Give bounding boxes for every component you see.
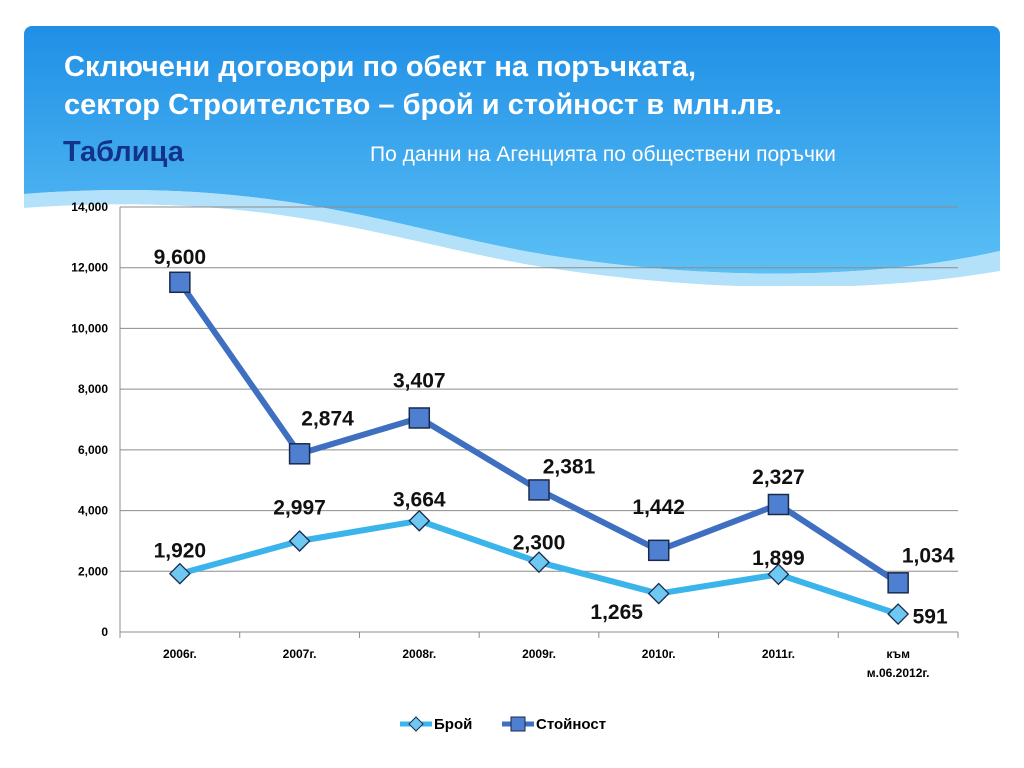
- legend: Брой Стойност: [400, 716, 606, 733]
- data-label: 1,034: [902, 544, 955, 567]
- data-point-square: [408, 407, 431, 429]
- data-label: 1,899: [752, 547, 805, 570]
- x-tick-label: 2006г.: [163, 647, 197, 661]
- data-point-diamond: [408, 509, 431, 532]
- data-point-diamond: [288, 530, 311, 552]
- y-axis: 0 2,000 4,000 6,000 8,000 10,000 12,000 14,000: [71, 200, 121, 639]
- y-tick-label: 6,000: [78, 443, 108, 457]
- y-tick-label: 12,000: [71, 261, 108, 275]
- data-point-square: [288, 443, 311, 465]
- x-tick-label: 2011г.: [762, 647, 795, 661]
- data-label: 3,664: [393, 488, 446, 511]
- data-label: 1,920: [154, 539, 207, 562]
- subtitle: Таблица: [63, 136, 184, 168]
- data-label: 1,265: [590, 601, 643, 624]
- x-tick-label: 2007г.: [283, 647, 317, 661]
- y-tick-label: 14,000: [71, 200, 108, 214]
- x-tick-label: 2008г.: [402, 647, 436, 661]
- legend-marker-square: [510, 716, 526, 732]
- header-banner: Сключени договори по обект на поръчката,…: [24, 26, 1000, 286]
- legend-label: Брой: [434, 716, 472, 733]
- title-line-1: Сключени договори по обект на поръчката,: [64, 51, 697, 83]
- header-background: [24, 26, 1000, 286]
- x-tick-label: към: [886, 647, 910, 661]
- data-point-square: [767, 493, 790, 516]
- data-label: 3,407: [393, 370, 446, 393]
- legend-label: Стойност: [536, 716, 606, 733]
- x-tick-label: 2010г.: [642, 647, 676, 661]
- data-point-diamond: [767, 563, 790, 586]
- data-label: 2,874: [301, 407, 354, 430]
- x-tick-label: м.06.2012г.: [867, 666, 930, 680]
- data-point-diamond: [528, 551, 550, 574]
- x-tick-label: 2009г.: [522, 647, 556, 661]
- title-line-2: сектор Строителство – брой и стойност в …: [64, 89, 783, 121]
- x-axis: 2006г. 2007г. 2008г. 2009г. 2010г. 2011г. към м…: [119, 631, 959, 680]
- source-note: По данни на Агенцията по обществени поръ…: [370, 143, 836, 166]
- data-point-square: [528, 479, 550, 501]
- data-label: 9,600: [154, 246, 207, 269]
- page-title: Сключени договори по обект на поръчката,…: [64, 48, 782, 124]
- data-point-square: [169, 271, 191, 294]
- data-label: 2,300: [513, 532, 566, 555]
- y-tick-label: 2,000: [78, 564, 108, 578]
- data-label: 591: [913, 606, 948, 629]
- data-label: 1,442: [632, 496, 685, 519]
- y-tick-label: 4,000: [78, 504, 108, 518]
- data-label: 2,997: [273, 497, 326, 520]
- y-tick-label: 8,000: [78, 382, 108, 396]
- legend-marker-diamond: [408, 716, 424, 732]
- y-tick-label: 0: [101, 625, 108, 639]
- y-tick-label: 10,000: [71, 321, 108, 335]
- data-label: 2,327: [752, 466, 805, 489]
- data-point-diamond: [647, 582, 670, 605]
- grid: [120, 206, 958, 572]
- data-point-diamond: [887, 603, 910, 625]
- data-point-square: [887, 572, 909, 594]
- data-point-square: [647, 539, 670, 562]
- data-labels: 1,920 2,997 3,664 2,300 1,265 1,899 591 9,600 2,…: [154, 246, 955, 629]
- data-point-diamond: [168, 562, 191, 585]
- data-label: 2,381: [543, 455, 596, 478]
- series-group: [168, 271, 910, 625]
